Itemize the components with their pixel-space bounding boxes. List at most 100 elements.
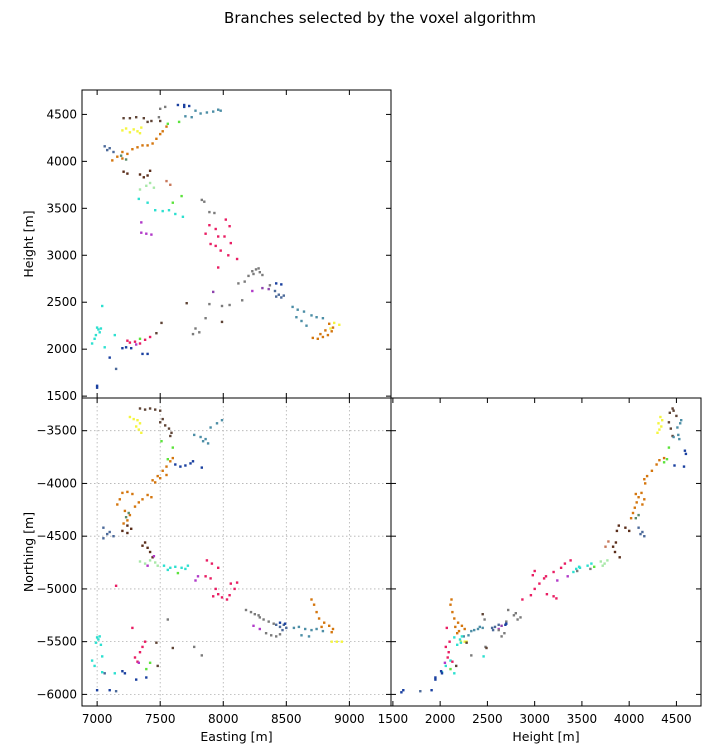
scatter-point (586, 564, 589, 567)
scatter-point (538, 582, 541, 585)
scatter-point (678, 437, 681, 441)
scatter-point (667, 421, 671, 424)
scatter-point (243, 280, 246, 283)
scatter-point (264, 632, 268, 635)
x-tick-label: 7500 (145, 712, 176, 726)
scatter-point (146, 564, 149, 567)
scatter-point (148, 169, 152, 172)
scatter-point (201, 440, 205, 443)
scatter-point (305, 324, 308, 327)
scatter-point (451, 660, 454, 663)
scatter-point (98, 635, 101, 638)
x-axis-label: Easting [m] (200, 729, 272, 744)
axes-frame (81, 89, 392, 399)
x-tick-label: 4500 (661, 712, 692, 726)
scatter-point (138, 560, 142, 563)
scatter-point (138, 132, 142, 135)
scatter-point (159, 477, 162, 480)
scatter-point (136, 130, 139, 133)
scatter-point (215, 422, 219, 425)
scatter-point (95, 386, 99, 389)
scatter-point (142, 176, 145, 179)
scatter-point (673, 464, 676, 467)
scatter-point (220, 304, 224, 308)
scatter-point (490, 626, 494, 630)
scatter-point (542, 577, 546, 580)
scatter-point (449, 603, 452, 606)
scatter-point (189, 462, 192, 465)
scatter-point (448, 640, 451, 643)
y-tick-label: 4000 (46, 154, 77, 168)
scatter-point (160, 440, 163, 443)
scatter-point (491, 628, 495, 632)
scatter-point (128, 131, 132, 134)
scatter-point (556, 579, 559, 582)
scatter-point (90, 342, 94, 345)
scatter-point (174, 463, 177, 466)
scatter-point (635, 501, 638, 504)
scatter-point (278, 633, 282, 636)
y-tick-label: 2500 (46, 295, 77, 309)
scatter-point (641, 503, 644, 506)
scatter-point (198, 331, 201, 334)
scatter-point (514, 612, 517, 615)
scatter-point (559, 566, 563, 569)
scatter-point (291, 305, 294, 309)
scatter-point (296, 308, 299, 311)
x-tick-label: 2000 (425, 712, 456, 726)
scatter-point (272, 622, 275, 625)
scatter-point (121, 150, 124, 154)
scatter-point (637, 496, 640, 499)
scatter-point (154, 408, 157, 411)
scatter-point (310, 598, 313, 601)
x-tick-label: 8500 (271, 712, 302, 726)
scatter-point (199, 435, 202, 439)
scatter-point (101, 655, 104, 658)
scatter-point (208, 302, 211, 306)
scatter-point (146, 120, 149, 124)
scatter-point (258, 627, 261, 631)
scatter-point (154, 481, 157, 484)
scatter-point (185, 302, 188, 305)
scatter-point (184, 115, 187, 118)
scatter-point (497, 628, 500, 632)
scatter-point (165, 473, 168, 477)
scatter-point (166, 458, 169, 461)
x-tick-label: 2500 (472, 712, 503, 726)
scatter-point (219, 109, 222, 112)
scatter-point (167, 209, 171, 212)
scatter-point (449, 659, 452, 662)
scatter-point (156, 664, 159, 668)
scatter-point (671, 407, 674, 410)
scatter-point (470, 629, 473, 633)
scatter-point (451, 610, 454, 614)
scatter-point (228, 594, 231, 597)
scatter-point (665, 458, 669, 461)
scatter-point (257, 614, 260, 617)
scatter-point (128, 117, 132, 120)
scatter-point (138, 337, 142, 340)
scatter-point (280, 283, 283, 286)
scatter-point (251, 270, 254, 273)
scatter-point (455, 664, 458, 668)
scatter-point (108, 689, 111, 692)
scatter-point (449, 667, 452, 671)
scatter-point (650, 469, 654, 472)
scatter-point (500, 624, 503, 627)
scatter-point (200, 654, 203, 657)
scatter-point (128, 513, 132, 517)
scatter-point (295, 316, 298, 319)
scatter-point (324, 329, 327, 332)
scatter-point (590, 562, 593, 565)
scatter-point (655, 463, 658, 466)
scatter-point (430, 689, 433, 692)
x-tick-label: 4000 (614, 712, 645, 726)
scatter-point (481, 626, 484, 630)
scatter-point (138, 651, 142, 654)
scatter-point (148, 661, 152, 664)
scatter-point (138, 342, 142, 345)
scatter-point (589, 567, 592, 571)
scatter-point (643, 478, 646, 481)
scatter-point (217, 108, 220, 111)
scatter-point (321, 317, 325, 320)
